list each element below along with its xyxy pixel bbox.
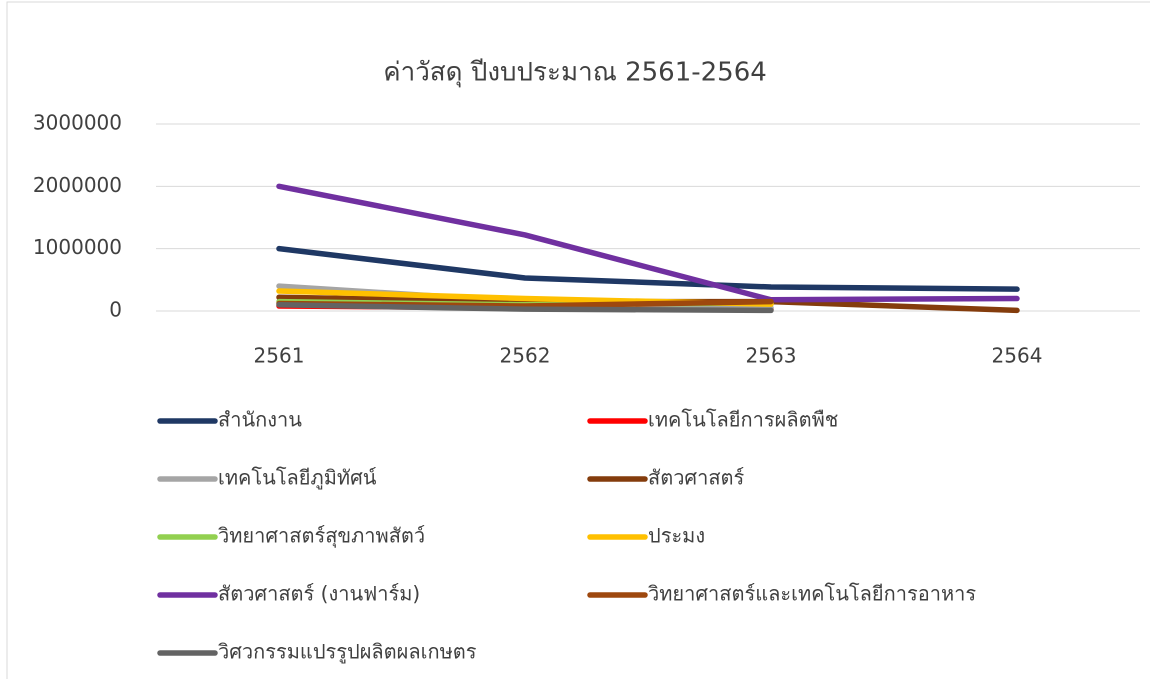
y-tick-label: 1000000 [33, 235, 122, 259]
x-tick-label: 2564 [992, 344, 1043, 368]
x-tick-label: 2562 [500, 344, 551, 368]
legend-label: วิทยาศาสตร์และเทคโนโลยีการอาหาร [648, 582, 976, 606]
legend-label: ประมง [648, 524, 705, 548]
legend-label: วิศวกรรมแปรรูปผลิตผลเกษตร [218, 640, 477, 665]
chart-title: ค่าวัสดุ ปีงบประมาณ 2561-2564 [383, 58, 767, 88]
legend-label: สำนักงาน [218, 408, 302, 432]
x-tick-label: 2561 [254, 344, 305, 368]
series-line [276, 183, 1020, 303]
chart-border [6, 1, 1150, 683]
legend-label: วิทยาศาสตร์สุขภาพสัตว์ [218, 524, 425, 549]
y-tick-label: 3000000 [33, 111, 122, 135]
x-tick-label: 2563 [746, 344, 797, 368]
legend-label: เทคโนโลยีภูมิทัศน์ [218, 466, 377, 491]
y-tick-label: 0 [109, 298, 122, 322]
series-line [276, 245, 1020, 292]
series-line [276, 302, 774, 314]
y-tick-label: 2000000 [33, 173, 122, 197]
legend-label: สัตวศาสตร์ (งานฟาร์ม) [218, 582, 420, 606]
legend-label: สัตวศาสตร์ [648, 466, 745, 490]
legend-label: เทคโนโลยีการผลิตพืช [648, 408, 838, 432]
